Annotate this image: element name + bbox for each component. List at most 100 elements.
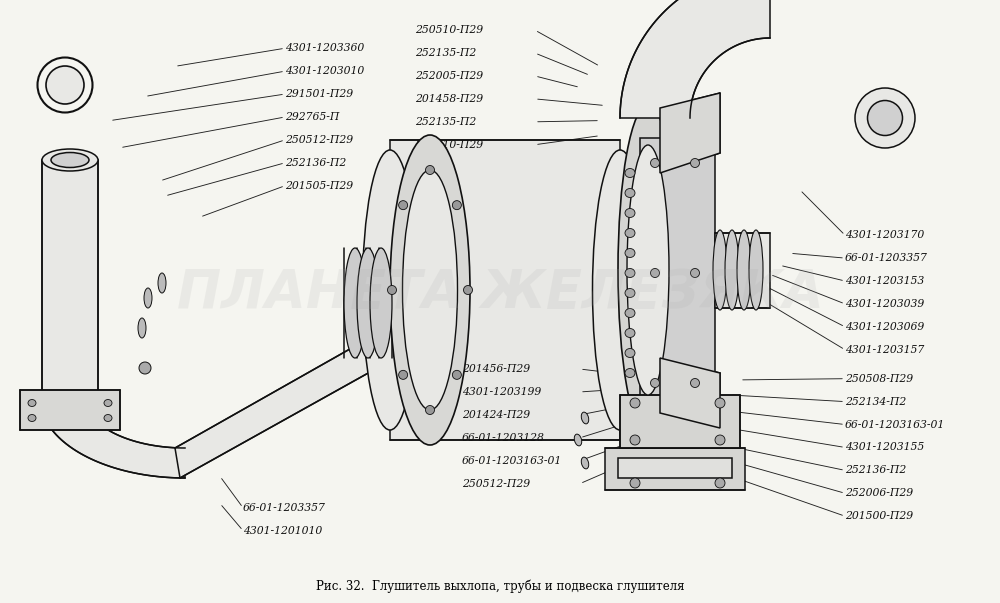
Ellipse shape [388, 285, 396, 294]
Ellipse shape [104, 400, 112, 406]
Text: Рис. 32.  Глушитель выхлопа, трубы и подвеска глушителя: Рис. 32. Глушитель выхлопа, трубы и подв… [316, 579, 684, 593]
Text: 4301-1203170: 4301-1203170 [845, 230, 924, 240]
Ellipse shape [625, 329, 635, 338]
Text: 4301-1201010: 4301-1201010 [243, 526, 322, 535]
Ellipse shape [581, 412, 589, 424]
Bar [390, 140, 620, 440]
Ellipse shape [399, 370, 408, 379]
Ellipse shape [402, 170, 458, 410]
Ellipse shape [104, 414, 112, 421]
Ellipse shape [630, 435, 640, 445]
Polygon shape [42, 160, 98, 400]
Ellipse shape [625, 189, 635, 198]
Polygon shape [660, 93, 720, 173]
Text: 66-01-1203357: 66-01-1203357 [845, 253, 928, 263]
Ellipse shape [139, 362, 151, 374]
Text: 291501-П29: 291501-П29 [285, 89, 353, 99]
Ellipse shape [625, 368, 635, 377]
Ellipse shape [625, 229, 635, 238]
Ellipse shape [464, 285, 473, 294]
Ellipse shape [574, 434, 582, 446]
Polygon shape [20, 390, 120, 430]
Ellipse shape [28, 414, 36, 421]
Text: 252136-П2: 252136-П2 [845, 466, 906, 475]
Text: 250512-П29: 250512-П29 [285, 135, 353, 145]
Ellipse shape [370, 248, 392, 358]
Ellipse shape [625, 209, 635, 218]
Ellipse shape [630, 398, 640, 408]
Ellipse shape [690, 268, 700, 277]
Text: ПЛАНЕТА ЖЕЛЕЗЯКА: ПЛАНЕТА ЖЕЛЕЗЯКА [177, 267, 823, 319]
Ellipse shape [715, 435, 725, 445]
Ellipse shape [144, 288, 152, 308]
Ellipse shape [713, 230, 727, 310]
Text: 201500-П29: 201500-П29 [845, 511, 913, 521]
Ellipse shape [581, 457, 589, 469]
Text: 4301-1203155: 4301-1203155 [845, 443, 924, 452]
Ellipse shape [426, 165, 434, 174]
Polygon shape [660, 358, 720, 428]
Ellipse shape [715, 398, 725, 408]
Text: 4301-1203153: 4301-1203153 [845, 276, 924, 286]
Ellipse shape [28, 400, 36, 406]
Text: 4301-1203069: 4301-1203069 [845, 322, 924, 332]
Ellipse shape [715, 478, 725, 488]
Text: 252135-П2: 252135-П2 [415, 48, 476, 58]
Polygon shape [620, 0, 770, 118]
Ellipse shape [737, 230, 751, 310]
Ellipse shape [138, 318, 146, 338]
Ellipse shape [725, 230, 739, 310]
Text: 252006-П29: 252006-П29 [845, 488, 913, 498]
Text: 250512-П29: 250512-П29 [462, 479, 530, 488]
Text: 252005-П29: 252005-П29 [415, 71, 483, 81]
Text: 252134-П2: 252134-П2 [845, 397, 906, 406]
Ellipse shape [51, 153, 89, 168]
Ellipse shape [625, 268, 635, 277]
Ellipse shape [362, 150, 418, 430]
Text: 250510-П29: 250510-П29 [415, 25, 483, 35]
Text: 252136-П2: 252136-П2 [285, 158, 346, 168]
Text: 66-01-1203128: 66-01-1203128 [462, 433, 545, 443]
Ellipse shape [625, 349, 635, 358]
Ellipse shape [42, 149, 98, 171]
Polygon shape [618, 458, 732, 478]
Ellipse shape [749, 230, 763, 310]
Polygon shape [40, 398, 185, 478]
Text: 201505-П29: 201505-П29 [285, 181, 353, 191]
Text: 66-01-1203163-01: 66-01-1203163-01 [845, 420, 945, 429]
Ellipse shape [855, 88, 915, 148]
Bar [640, 138, 715, 403]
Ellipse shape [592, 150, 648, 430]
Ellipse shape [627, 145, 669, 395]
Polygon shape [175, 298, 440, 478]
Polygon shape [620, 395, 740, 448]
Ellipse shape [650, 379, 660, 388]
Text: 250510-П29: 250510-П29 [415, 140, 483, 150]
Ellipse shape [625, 168, 635, 177]
Ellipse shape [452, 370, 461, 379]
Polygon shape [605, 448, 745, 490]
Text: 66-01-1203163-01: 66-01-1203163-01 [462, 456, 562, 466]
Text: 4301-1203360: 4301-1203360 [285, 43, 364, 53]
Ellipse shape [650, 159, 660, 168]
Ellipse shape [357, 248, 379, 358]
Ellipse shape [650, 268, 660, 277]
Text: 201456-П29: 201456-П29 [462, 364, 530, 374]
Ellipse shape [625, 309, 635, 318]
Text: 66-01-1203357: 66-01-1203357 [243, 503, 326, 513]
Text: 292765-П: 292765-П [285, 112, 339, 122]
Text: 250508-П29: 250508-П29 [845, 374, 913, 384]
Ellipse shape [390, 135, 470, 445]
Text: 201424-П29: 201424-П29 [462, 410, 530, 420]
Ellipse shape [399, 201, 408, 210]
Text: 252135-П2: 252135-П2 [415, 117, 476, 127]
Text: 4301-1203039: 4301-1203039 [845, 299, 924, 309]
Ellipse shape [630, 478, 640, 488]
Text: 4301-1203157: 4301-1203157 [845, 345, 924, 355]
Text: 4301-1203199: 4301-1203199 [462, 387, 541, 397]
Text: 4301-1203010: 4301-1203010 [285, 66, 364, 76]
Ellipse shape [625, 248, 635, 257]
Ellipse shape [426, 405, 434, 414]
Ellipse shape [618, 105, 678, 435]
Bar [715, 233, 770, 308]
